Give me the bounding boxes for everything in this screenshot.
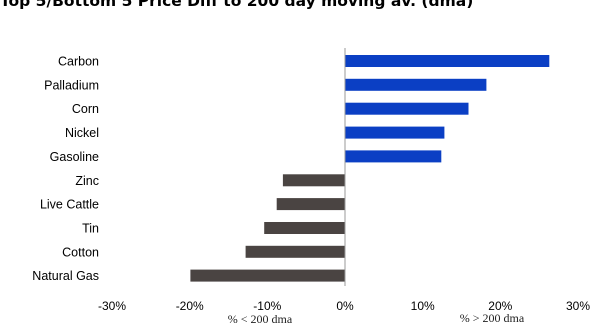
x-tick-label: -30% (98, 299, 126, 313)
bars-group (190, 55, 550, 282)
x-tick-label: 0% (336, 299, 354, 313)
x-axis-label-negative: % < 200 dma (228, 312, 293, 326)
category-labels: Carbon Palladium Corn Nickel Gasoline Zinc Liv… (32, 55, 99, 284)
category-label: Tin (82, 222, 99, 236)
bar-zinc (282, 174, 345, 187)
x-axis-label-positive: % > 200 dma (460, 311, 525, 325)
bar-corn (345, 102, 469, 115)
category-label: Carbon (58, 55, 99, 69)
x-tick-label: -20% (176, 299, 204, 313)
chart-title: Top 5/Bottom 5 Price Diff to 200 day mov… (0, 0, 474, 10)
bar-live-cattle (276, 198, 345, 211)
bar-palladium (345, 78, 487, 91)
x-tick-label: 20% (488, 299, 512, 313)
bar-gasoline (345, 150, 442, 163)
x-tick-label: 10% (411, 299, 435, 313)
category-label: Cotton (62, 245, 99, 259)
bar-tin (264, 222, 345, 234)
x-tick-label: -10% (253, 299, 281, 313)
category-label: Corn (72, 102, 99, 116)
bar-nickel (345, 126, 445, 139)
bar-natural-gas (190, 269, 345, 282)
category-label: Live Cattle (40, 198, 99, 212)
x-tick-labels: -30% -20% -10% 0% 10% 20% 30% (98, 299, 590, 313)
category-label: Gasoline (50, 150, 99, 164)
category-label: Palladium (44, 78, 99, 92)
category-label: Natural Gas (32, 269, 99, 283)
category-label: Nickel (65, 126, 99, 140)
x-tick-label: 30% (566, 299, 590, 313)
bar-cotton (245, 245, 345, 258)
category-label: Zinc (75, 174, 99, 188)
bar-carbon (345, 55, 550, 67)
